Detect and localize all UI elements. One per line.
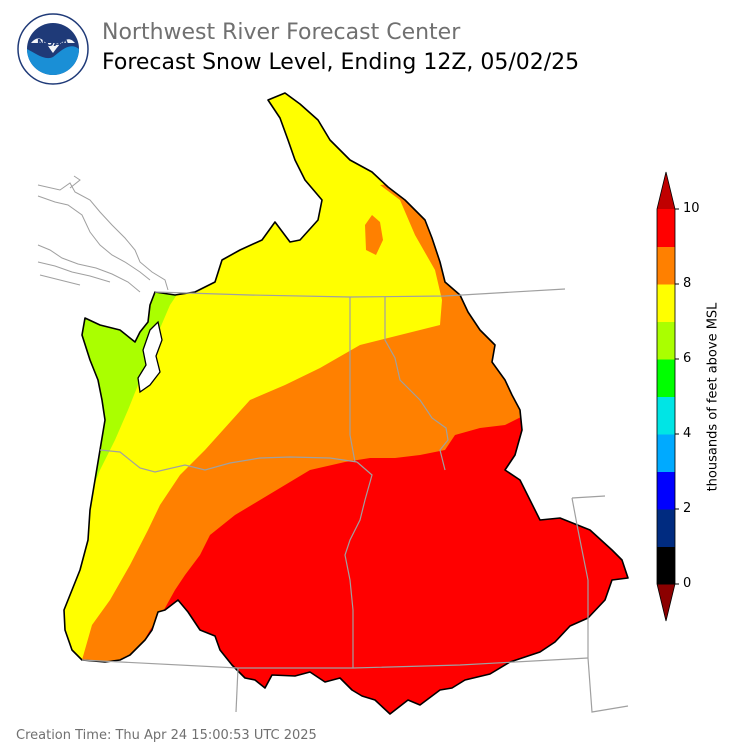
southern-border — [81, 657, 589, 669]
nv-line — [235, 667, 239, 713]
colorbar-tick-label: 2 — [683, 501, 692, 516]
organization-title: Northwest River Forecast Center — [102, 20, 461, 45]
map-title: Forecast Snow Level, Ending 12Z, 05/02/2… — [102, 50, 580, 75]
noaa-logo-text: NOAA — [37, 38, 69, 49]
or-id-border — [344, 461, 373, 668]
colorbar-tick-label: 8 — [683, 276, 692, 291]
colorbar-tick-label: 6 — [683, 351, 692, 366]
colorbar-tick-label: 4 — [683, 426, 692, 441]
basin-outline — [63, 92, 629, 715]
colorbar-tick-label: 10 — [683, 201, 700, 216]
wa-or-border — [99, 449, 358, 473]
wa-id-border — [349, 297, 356, 463]
creation-time: Creation Time: Thu Apr 24 15:00:53 UTC 2… — [16, 728, 317, 743]
political-boundaries — [81, 288, 629, 713]
puget-sound — [137, 320, 163, 394]
id-mt-border — [384, 297, 449, 471]
colorbar-tick-label: 0 — [683, 576, 692, 591]
noaa-logo: NOAA — [17, 13, 89, 85]
colorbar-label: thousands of feet above MSL — [705, 302, 721, 492]
id-wy-border — [571, 495, 629, 713]
zone-orange-pocket — [365, 215, 383, 255]
